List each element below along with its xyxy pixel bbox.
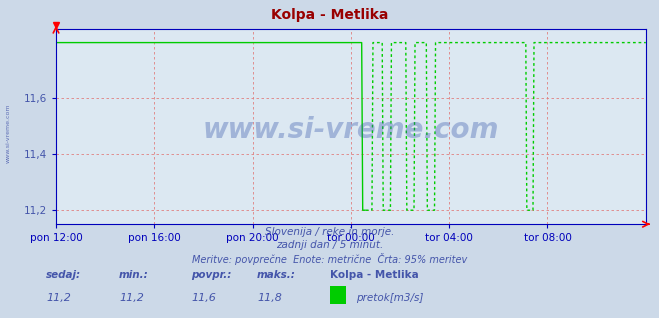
Text: Kolpa - Metlika: Kolpa - Metlika (271, 8, 388, 22)
Text: 11,6: 11,6 (192, 293, 217, 302)
Text: Meritve: povprečne  Enote: metrične  Črta: 95% meritev: Meritve: povprečne Enote: metrične Črta:… (192, 253, 467, 265)
Text: 11,2: 11,2 (47, 293, 72, 302)
Text: 11,2: 11,2 (119, 293, 144, 302)
Text: pretok[m3/s]: pretok[m3/s] (356, 293, 423, 302)
Text: www.si-vreme.com: www.si-vreme.com (203, 116, 499, 144)
Text: Kolpa - Metlika: Kolpa - Metlika (330, 270, 418, 280)
Text: min.:: min.: (119, 270, 148, 280)
Text: Slovenija / reke in morje.: Slovenija / reke in morje. (265, 227, 394, 237)
Text: www.si-vreme.com: www.si-vreme.com (5, 104, 11, 163)
Text: maks.:: maks.: (257, 270, 296, 280)
Text: sedaj:: sedaj: (46, 270, 81, 280)
Text: povpr.:: povpr.: (191, 270, 231, 280)
Text: 11,8: 11,8 (258, 293, 283, 302)
Text: zadnji dan / 5 minut.: zadnji dan / 5 minut. (276, 240, 383, 250)
